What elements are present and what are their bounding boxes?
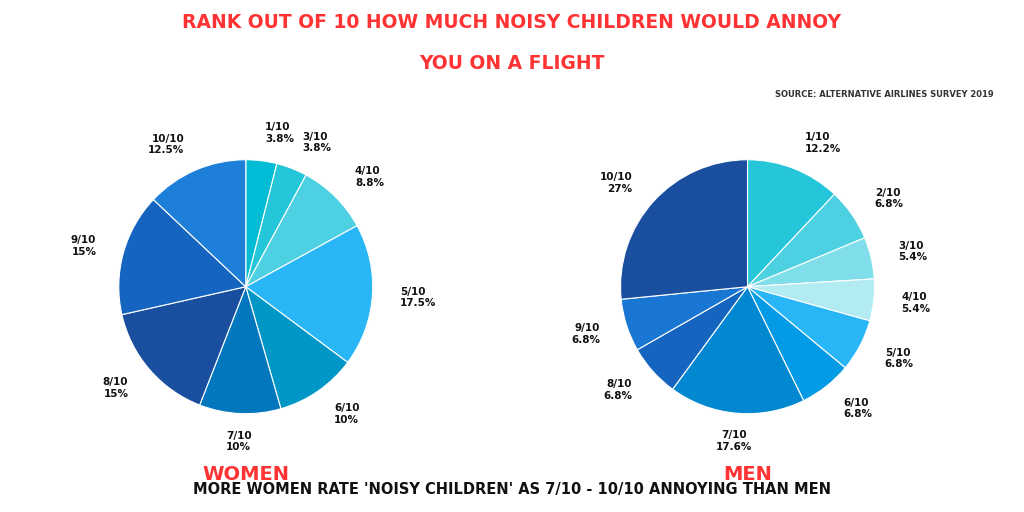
Wedge shape <box>748 238 874 287</box>
Wedge shape <box>622 287 748 350</box>
Wedge shape <box>621 160 748 299</box>
Text: 10/10
12.5%: 10/10 12.5% <box>148 134 184 155</box>
Wedge shape <box>246 287 348 409</box>
Text: 10/10
27%: 10/10 27% <box>600 172 633 194</box>
Text: 3/10
3.8%: 3/10 3.8% <box>302 132 331 153</box>
Wedge shape <box>122 287 246 405</box>
Text: 4/10
8.8%: 4/10 8.8% <box>355 166 384 187</box>
Text: 3/10
5.4%: 3/10 5.4% <box>898 241 928 262</box>
Wedge shape <box>637 287 748 389</box>
Wedge shape <box>200 287 281 414</box>
Text: 7/10
17.6%: 7/10 17.6% <box>716 430 753 452</box>
Wedge shape <box>246 164 306 287</box>
Wedge shape <box>748 194 864 287</box>
Text: WOMEN: WOMEN <box>203 465 289 484</box>
Wedge shape <box>673 287 804 414</box>
Text: MEN: MEN <box>723 465 772 484</box>
Wedge shape <box>748 279 874 321</box>
Wedge shape <box>748 287 869 368</box>
Text: 7/10
10%: 7/10 10% <box>226 431 252 452</box>
Wedge shape <box>246 160 276 287</box>
Text: 8/10
15%: 8/10 15% <box>102 377 128 398</box>
Text: SOURCE: ALTERNATIVE AIRLINES SURVEY 2019: SOURCE: ALTERNATIVE AIRLINES SURVEY 2019 <box>774 90 993 99</box>
Text: 5/10
17.5%: 5/10 17.5% <box>400 287 436 308</box>
Text: 4/10
5.4%: 4/10 5.4% <box>901 292 931 314</box>
Text: 2/10
6.8%: 2/10 6.8% <box>874 188 904 209</box>
Wedge shape <box>748 160 835 287</box>
Text: MORE WOMEN RATE 'NOISY CHILDREN' AS 7/10 - 10/10 ANNOYING THAN MEN: MORE WOMEN RATE 'NOISY CHILDREN' AS 7/10… <box>193 482 831 497</box>
Text: 6/10
10%: 6/10 10% <box>334 403 359 425</box>
Text: 1/10
12.2%: 1/10 12.2% <box>805 132 841 154</box>
Wedge shape <box>119 200 246 315</box>
Wedge shape <box>748 287 845 400</box>
Text: 9/10
15%: 9/10 15% <box>71 235 96 257</box>
Text: 8/10
6.8%: 8/10 6.8% <box>603 379 632 401</box>
Text: YOU ON A FLIGHT: YOU ON A FLIGHT <box>419 54 605 73</box>
Text: 6/10
6.8%: 6/10 6.8% <box>844 397 872 419</box>
Wedge shape <box>246 226 373 362</box>
Wedge shape <box>154 160 246 287</box>
Text: 9/10
6.8%: 9/10 6.8% <box>571 323 600 345</box>
Wedge shape <box>246 175 357 287</box>
Text: 1/10
3.8%: 1/10 3.8% <box>265 122 294 144</box>
Text: 5/10
6.8%: 5/10 6.8% <box>885 348 913 369</box>
Text: RANK OUT OF 10 HOW MUCH NOISY CHILDREN WOULD ANNOY: RANK OUT OF 10 HOW MUCH NOISY CHILDREN W… <box>182 13 842 32</box>
